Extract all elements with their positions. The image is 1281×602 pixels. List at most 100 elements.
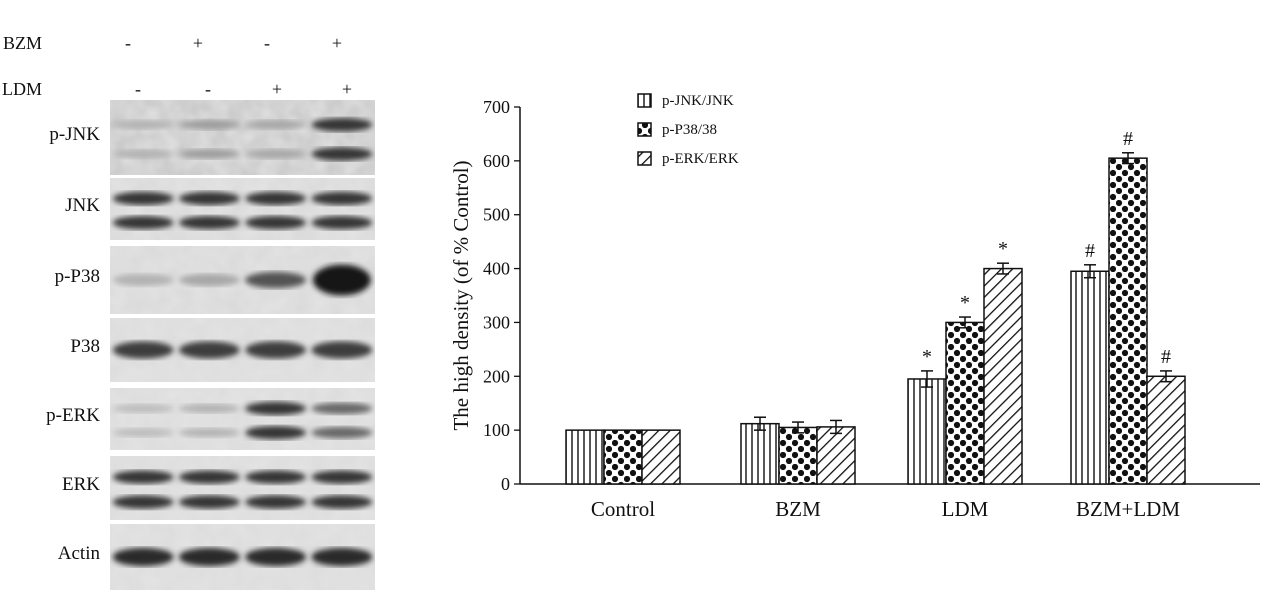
bar — [1108, 157, 1148, 485]
blot-band — [112, 547, 174, 567]
blot-band — [178, 470, 240, 484]
treatment-label: LDM — [2, 79, 42, 99]
legend-label: p-JNK/JNK — [662, 93, 734, 109]
blot-band — [112, 191, 174, 206]
blot-label: Actin — [57, 543, 100, 564]
bar — [816, 426, 856, 485]
treatment-sign: - — [205, 79, 211, 99]
blot-band — [245, 271, 307, 289]
blot-band — [245, 495, 307, 509]
blot-band — [178, 191, 240, 206]
bar — [603, 429, 643, 485]
blot-band — [311, 191, 373, 206]
significance-mark: * — [922, 346, 932, 368]
blot-band — [245, 547, 307, 567]
blot-band — [245, 470, 307, 484]
blot-band — [112, 428, 174, 437]
blot-image-p-erk — [110, 388, 375, 450]
blot-band — [178, 119, 240, 130]
treatment-sign: + — [341, 79, 353, 99]
bar — [641, 429, 681, 485]
significance-mark: * — [998, 238, 1008, 260]
treatment-row-bzm: BZM - + - + — [0, 33, 420, 57]
y-tick-label: 200 — [483, 366, 510, 386]
legend-swatch — [637, 122, 652, 137]
blot-band — [112, 495, 174, 509]
significance-mark: # — [1123, 128, 1133, 150]
blot-band — [245, 401, 307, 416]
treatment-sign: - — [125, 33, 131, 53]
y-tick-label: 600 — [483, 151, 510, 171]
blot-image-p-p38 — [110, 246, 375, 314]
treatment-sign: - — [264, 33, 270, 53]
bar — [740, 422, 780, 485]
bar — [1146, 375, 1186, 485]
bar — [983, 267, 1023, 485]
blot-band — [112, 404, 174, 413]
blot-image-erk — [110, 456, 375, 520]
blot-band — [178, 149, 240, 159]
y-tick-label: 300 — [483, 312, 510, 332]
significance-mark: # — [1085, 240, 1095, 262]
blot-band — [178, 403, 240, 413]
blot-band — [311, 495, 373, 509]
treatment-sign: - — [135, 79, 141, 99]
legend-swatch — [637, 151, 652, 166]
blot-band — [311, 341, 373, 359]
blot-band — [178, 273, 240, 287]
y-tick-label: 0 — [501, 474, 510, 494]
blot-label: JNK — [65, 195, 100, 216]
legend-swatch — [637, 93, 652, 108]
significance-mark: # — [1161, 346, 1171, 368]
blot-label: p-JNK — [49, 123, 100, 145]
blot-band — [112, 215, 174, 230]
bar — [565, 429, 605, 485]
legend-label: p-P38/38 — [662, 122, 717, 138]
blot-band — [245, 425, 307, 440]
blot-band — [311, 147, 373, 161]
blot-band — [178, 215, 240, 230]
blot-band — [245, 120, 307, 130]
y-tick-label: 500 — [483, 205, 510, 225]
blot-band — [112, 274, 174, 286]
blot-band — [112, 120, 174, 130]
blot-image-actin — [110, 524, 375, 590]
blot-label: P38 — [70, 336, 100, 357]
y-tick-label: 400 — [483, 259, 510, 279]
bar — [907, 378, 947, 485]
blot-band — [112, 149, 174, 159]
bar-chart: 0 100 200 300 400 500 600 700 The high density (… — [420, 80, 1270, 521]
blot-band — [245, 341, 307, 359]
x-tick-label: LDM — [942, 497, 989, 520]
blot-image-p-jnk — [110, 100, 375, 175]
blot-band — [311, 470, 373, 484]
legend-label: p-ERK/ERK — [662, 151, 739, 167]
blot-band — [178, 428, 240, 438]
y-axis-label: The high density (of % Control) — [449, 160, 473, 430]
bar-chart-svg: 0 100 200 300 400 500 600 700 The high density (… — [449, 93, 1260, 521]
blot-band — [311, 215, 373, 230]
significance-mark: * — [960, 292, 970, 314]
western-blot-panel: BZM - + - + LDM - - + + p-JNK JNK p-P38 P38 p-ERK ERK Ac… — [0, 0, 420, 602]
x-tick-label: BZM — [775, 497, 821, 520]
blot-label: ERK — [62, 474, 100, 495]
blot-band — [312, 264, 371, 296]
treatment-sign: + — [331, 33, 343, 53]
treatment-sign: + — [192, 33, 204, 53]
blot-label: p-ERK — [46, 405, 100, 426]
blot-band — [311, 426, 373, 439]
blot-label: p-P38 — [54, 266, 100, 287]
x-tick-label: BZM+LDM — [1076, 497, 1180, 520]
blot-band — [311, 547, 373, 567]
treatment-row-ldm: LDM - - + + — [0, 79, 420, 103]
blot-band — [178, 341, 240, 359]
blot-image-p38 — [110, 318, 375, 382]
blot-band — [245, 215, 307, 230]
bar — [945, 321, 985, 485]
x-tick-label: Control — [591, 497, 655, 520]
blot-image-jnk — [110, 178, 375, 240]
blot-band — [311, 118, 373, 132]
bar — [1070, 270, 1110, 485]
bar — [778, 426, 818, 485]
treatment-label: BZM — [2, 33, 42, 53]
